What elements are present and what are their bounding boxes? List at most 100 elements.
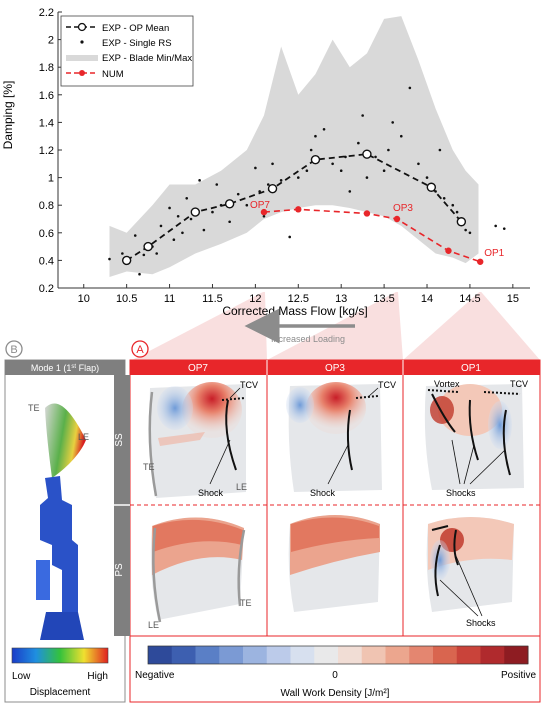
single-rs-point xyxy=(344,155,347,159)
colorbar-swatch xyxy=(314,646,339,664)
single-rs-point xyxy=(417,162,420,166)
single-rs-point xyxy=(322,128,326,131)
single-rs-point xyxy=(142,253,146,257)
y-tick-label: 0.6 xyxy=(39,228,54,240)
x-tick-label: 11 xyxy=(164,293,175,305)
single-rs-point xyxy=(133,234,137,237)
single-rs-point xyxy=(271,162,274,166)
shock-line-2-ps-op1 xyxy=(453,529,459,566)
displacement-high-label: High xyxy=(87,671,108,682)
x-tick-label: 13.5 xyxy=(373,293,394,305)
funnel-op7 xyxy=(132,292,267,360)
single-rs-point xyxy=(198,179,201,182)
x-tick-label: 14.5 xyxy=(459,293,480,305)
colorbar-swatch xyxy=(338,646,363,664)
displacement-title: Displacement xyxy=(30,687,91,698)
num-series xyxy=(260,206,484,265)
y-tick-label: 1.6 xyxy=(39,90,54,102)
contour-ss-op3: TCV Shock xyxy=(286,380,396,498)
op-mean-marker xyxy=(267,183,278,194)
single-rs-point xyxy=(215,183,219,186)
single-rs-point xyxy=(374,155,377,159)
shocks-pointer-1-ps-op1 xyxy=(439,579,479,617)
x-tick-label: 10.5 xyxy=(116,293,137,305)
legend-label-num: NUM xyxy=(102,69,124,80)
op-mean-marker xyxy=(143,241,153,252)
colorbar-swatch xyxy=(243,646,268,664)
strong-region-ss-op1 xyxy=(430,396,454,424)
blade-root xyxy=(40,476,78,612)
single-rs-point xyxy=(155,252,158,255)
column-header-op7: OP7 xyxy=(188,363,208,374)
single-rs-point xyxy=(296,176,300,179)
x-tick-label: 12 xyxy=(249,293,261,305)
legend-label-mean: EXP - OP Mean xyxy=(102,23,169,34)
single-rs-point xyxy=(442,197,446,200)
column-header-bar xyxy=(130,360,540,375)
te-label-ss-op7: TE xyxy=(143,462,155,472)
blade-band-area xyxy=(109,16,479,277)
single-rs-point xyxy=(494,224,497,228)
num-marker xyxy=(477,258,484,265)
y-tick-label: 1 xyxy=(48,173,54,185)
panel-a-marker xyxy=(131,340,149,358)
shock-pointer-ss-op3 xyxy=(327,444,349,485)
strong-region-ps-op3 xyxy=(291,517,379,552)
annotation-op1: OP1 xyxy=(484,248,504,259)
single-rs-point xyxy=(438,148,442,152)
single-rs-point xyxy=(254,166,257,170)
single-rs-point xyxy=(451,203,455,207)
shock-label-ss-op7: Shock xyxy=(198,488,224,498)
contour-ss-op1: Vortex TCV Shocks xyxy=(424,379,528,498)
increased-loading-arrow: Increased Loading xyxy=(244,308,355,344)
te-label-ps-op7: TE xyxy=(240,598,252,608)
single-rs-point xyxy=(211,210,214,214)
y-tick-label: 1.2 xyxy=(39,145,54,157)
single-rs-point xyxy=(348,190,352,193)
legend-label-band: EXP - Blade Min/Max xyxy=(102,53,192,64)
single-rs-point xyxy=(236,192,240,196)
y-tick-label: 0.4 xyxy=(39,255,54,267)
single-rs-point xyxy=(108,257,111,261)
le-edge-ps-op7 xyxy=(152,527,162,623)
contour-ps-op1: Shocks xyxy=(426,517,514,628)
x-tick-label: 11.5 xyxy=(202,293,223,305)
blade-te-label: TE xyxy=(28,403,40,413)
single-rs-point xyxy=(185,197,189,200)
axes: 10 10.5 11 11.5 12 12.5 13 13.5 14 14.5 150.20.40.… xyxy=(39,7,530,305)
colorbar-swatch xyxy=(195,646,220,664)
single-rs-point xyxy=(468,231,472,235)
single-rs-point xyxy=(382,169,386,172)
le-label-ss-op7: LE xyxy=(236,482,247,492)
op-mean-marker xyxy=(190,207,201,217)
colorbar-zero-label: 0 xyxy=(332,670,338,681)
y-tick-label: 2 xyxy=(48,35,54,47)
shock-line-1-ss-op1 xyxy=(468,399,479,461)
single-rs-point xyxy=(266,183,270,186)
colorbar-negative-label: Negative xyxy=(135,670,175,681)
single-rs-point xyxy=(138,272,141,276)
op-mean-series xyxy=(121,149,467,266)
single-rs-point xyxy=(309,148,313,152)
colorbar-swatch xyxy=(171,646,196,664)
single-rs-point xyxy=(361,114,364,117)
x-tick-label: 12.5 xyxy=(288,293,309,305)
arrow-label: Increased Loading xyxy=(271,334,345,344)
panel-b-marker-label: B xyxy=(10,344,17,356)
single-rs-point xyxy=(121,252,124,255)
single-rs-point xyxy=(288,235,292,239)
shock-seg-ps-op1 xyxy=(431,525,449,531)
panel-b-marker xyxy=(5,340,23,358)
colorbar-swatch xyxy=(219,646,244,664)
single-rs-point xyxy=(365,176,369,179)
tcv-label-ss-op7: TCV xyxy=(240,380,258,390)
shocks-pointer-2-ss-op1 xyxy=(463,444,475,485)
single-rs-point xyxy=(357,141,360,145)
op-mean-marker xyxy=(426,182,437,192)
single-rs-point xyxy=(425,176,429,179)
num-marker xyxy=(445,247,452,254)
single-rs-point xyxy=(502,227,506,230)
op-annotations: OP7 OP3 OP1 xyxy=(250,200,505,259)
colorbar-swatch xyxy=(385,646,410,664)
legend: EXP - OP Mean EXP - Single RS EXP - Blad… xyxy=(60,15,194,87)
